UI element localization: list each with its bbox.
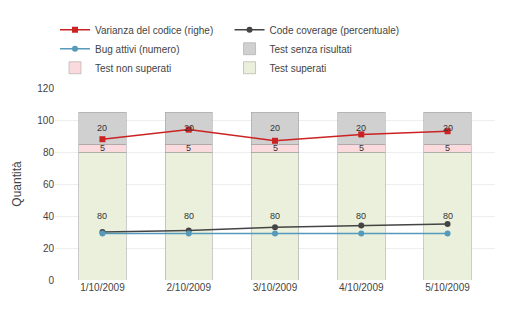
svg-text:5: 5 xyxy=(100,143,105,153)
svg-text:Test superati: Test superati xyxy=(270,63,327,74)
svg-text:Bug attivi (numero): Bug attivi (numero) xyxy=(95,44,179,55)
svg-text:5: 5 xyxy=(186,143,191,153)
svg-text:Code coverage (percentuale): Code coverage (percentuale) xyxy=(270,25,400,36)
svg-text:20: 20 xyxy=(184,123,194,133)
svg-text:5: 5 xyxy=(445,143,450,153)
svg-text:80: 80 xyxy=(356,211,366,221)
svg-text:80: 80 xyxy=(184,211,194,221)
svg-text:4/10/2009: 4/10/2009 xyxy=(339,282,384,293)
svg-text:0: 0 xyxy=(48,275,54,286)
svg-text:20: 20 xyxy=(43,243,55,254)
svg-text:2/10/2009: 2/10/2009 xyxy=(166,282,211,293)
svg-text:20: 20 xyxy=(270,123,280,133)
svg-text:Test senza risultati: Test senza risultati xyxy=(270,44,352,55)
svg-text:60: 60 xyxy=(43,179,55,190)
svg-text:80: 80 xyxy=(43,147,55,158)
svg-text:100: 100 xyxy=(37,115,54,126)
svg-text:120: 120 xyxy=(37,83,54,94)
svg-text:5: 5 xyxy=(359,143,364,153)
svg-text:5: 5 xyxy=(273,143,278,153)
svg-text:Quantità: Quantità xyxy=(10,161,24,207)
svg-text:80: 80 xyxy=(97,211,107,221)
svg-text:Test non superati: Test non superati xyxy=(95,63,171,74)
svg-text:80: 80 xyxy=(443,211,453,221)
svg-text:20: 20 xyxy=(443,123,453,133)
svg-text:3/10/2009: 3/10/2009 xyxy=(253,282,298,293)
svg-text:80: 80 xyxy=(270,211,280,221)
svg-text:40: 40 xyxy=(43,211,55,222)
svg-text:20: 20 xyxy=(356,123,366,133)
svg-text:1/10/2009: 1/10/2009 xyxy=(80,282,125,293)
svg-text:5/10/2009: 5/10/2009 xyxy=(425,282,470,293)
svg-text:20: 20 xyxy=(97,123,107,133)
svg-text:Varianza del codice (righe): Varianza del codice (righe) xyxy=(95,25,213,36)
